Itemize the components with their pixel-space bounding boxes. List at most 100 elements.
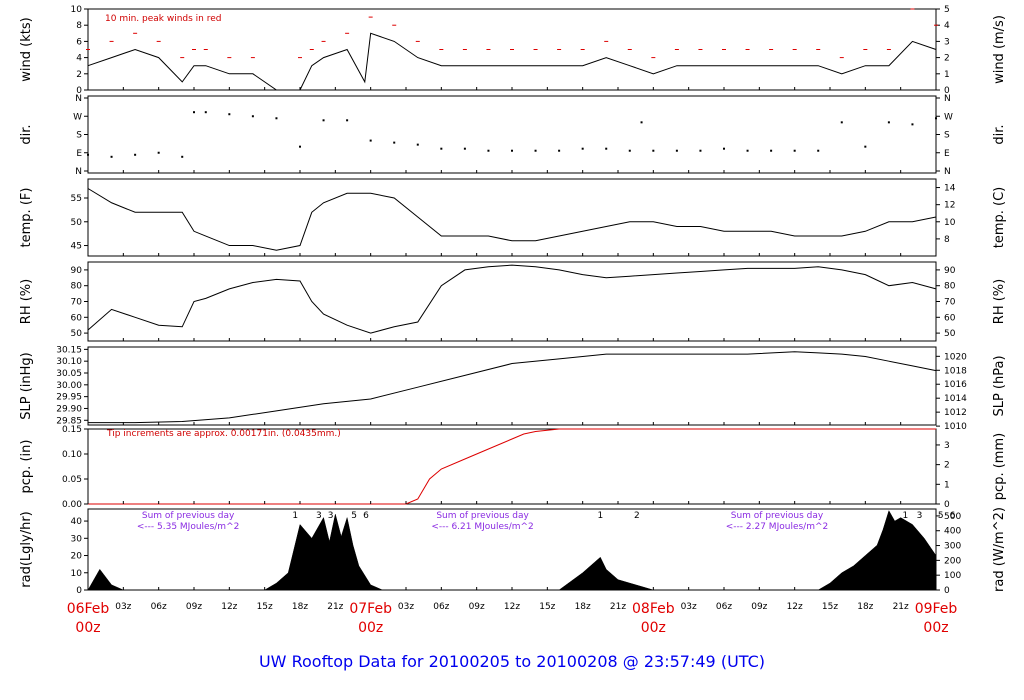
ytick-right-label-pcp: 3 xyxy=(944,441,950,451)
ytick-right-label-temp: 10 xyxy=(944,218,956,228)
dir-point xyxy=(911,123,914,126)
ytick-label-wind: 8 xyxy=(76,21,82,31)
ytick-right-label-pcp: 0 xyxy=(944,500,950,510)
dir-point xyxy=(487,149,490,152)
dir-point xyxy=(346,119,349,122)
dir-point xyxy=(746,149,749,152)
ytick-right-label-dir: N xyxy=(944,167,951,177)
dir-point xyxy=(110,155,113,158)
ytick-label-rad: 10 xyxy=(71,569,83,579)
time-minor-label: 15z xyxy=(539,602,555,612)
dir-point xyxy=(581,147,584,150)
chart-title: UW Rooftop Data for 20100205 to 20100208… xyxy=(259,652,765,671)
dir-point xyxy=(369,139,372,142)
ytick-right-label-slp: 1018 xyxy=(944,366,967,376)
ytick-right-label-wind: 0 xyxy=(944,86,950,96)
time-minor-label: 03z xyxy=(115,602,131,612)
rad-day-mark: 3 xyxy=(917,511,923,521)
time-minor-label: 09z xyxy=(469,602,485,612)
ytick-label-pcp: 0.05 xyxy=(62,475,82,485)
ytick-right-label-temp: 8 xyxy=(944,235,950,245)
ylabel-temp: temp. (F) xyxy=(19,188,34,248)
ytick-label-rh: 50 xyxy=(71,329,83,339)
annotation-pcp: Tip increments are approx. 0.00171in. (0… xyxy=(106,429,341,439)
ytick-right-label-wind: 2 xyxy=(944,54,950,64)
ytick-right-label-rad: 300 xyxy=(944,542,961,552)
time-minor-label: 18z xyxy=(575,602,591,612)
ylabel-wind: wind (kts) xyxy=(19,17,34,81)
panel-frame-rh xyxy=(87,261,937,342)
dir-point xyxy=(157,151,160,154)
dir-point xyxy=(675,149,678,152)
ytick-right-label-rad: 200 xyxy=(944,556,961,566)
ytick-right-label-rh: 80 xyxy=(944,282,956,292)
rad-day-mark: 3 xyxy=(328,511,334,521)
rad-day-mark: 3 xyxy=(316,511,322,521)
dir-point xyxy=(416,143,419,146)
dir-point xyxy=(228,113,231,116)
ytick-right-label-temp: 12 xyxy=(944,201,955,211)
ytick-label-rh: 70 xyxy=(71,298,83,308)
ytick-label-slp: 29.85 xyxy=(56,416,82,426)
ylabel-right-rad: rad (W/m^2) xyxy=(992,507,1007,592)
ytick-label-pcp: 0.00 xyxy=(62,500,82,510)
panel-frame-slp xyxy=(87,346,937,426)
rad-day-mark: 1 xyxy=(597,511,603,521)
dir-point xyxy=(534,149,537,152)
dir-point xyxy=(817,149,820,152)
panel-frame-dir xyxy=(87,95,937,174)
ytick-right-label-rh: 90 xyxy=(944,266,956,276)
dir-point xyxy=(558,149,561,152)
series-line-slp xyxy=(88,351,937,424)
annotation-wind: 10 min. peak winds in red xyxy=(105,14,222,24)
ytick-label-slp: 30.05 xyxy=(56,369,82,379)
time-minor-label: 12z xyxy=(504,602,520,612)
time-minor-label: 21z xyxy=(327,602,343,612)
time-minor-label: 09z xyxy=(751,602,767,612)
ytick-label-temp: 50 xyxy=(71,218,83,228)
day-sum-line2: <--- 5.35 MJoules/m^2 xyxy=(137,522,239,532)
ytick-label-dir: S xyxy=(76,131,82,141)
time-minor-label: 21z xyxy=(610,602,626,612)
ytick-label-slp: 30.10 xyxy=(56,357,82,367)
panel-pcp: pcp. (in) pcp. (mm) 0.00 0.05 0.10 0.15 0 1 2 3 Ti… xyxy=(19,425,1007,510)
dir-point xyxy=(440,147,443,150)
dir-point xyxy=(193,111,195,114)
ytick-label-dir: N xyxy=(75,167,82,177)
dir-point xyxy=(275,117,278,120)
dir-point xyxy=(840,121,843,124)
ytick-label-dir: W xyxy=(73,112,82,122)
dir-point xyxy=(181,155,184,158)
ytick-label-wind: 0 xyxy=(76,86,82,96)
ylabel-right-pcp: pcp. (mm) xyxy=(992,433,1007,500)
rad-day-mark: 1 xyxy=(903,511,909,521)
time-minor-label: 18z xyxy=(292,602,308,612)
time-minor-label: 12z xyxy=(221,602,237,612)
series-line-wind xyxy=(87,32,937,91)
ytick-right-label-slp: 1010 xyxy=(944,422,967,432)
time-minor-label: 21z xyxy=(893,602,909,612)
ylabel-right-slp: SLP (hPa) xyxy=(992,355,1007,416)
ytick-label-pcp: 0.15 xyxy=(62,425,82,435)
time-major-hour: 00z xyxy=(923,620,948,636)
ytick-right-label-pcp: 2 xyxy=(944,461,950,471)
time-minor-label: 09z xyxy=(186,602,202,612)
ylabel-right-wind: wind (m/s) xyxy=(992,15,1007,84)
rad-day-mark: 6 xyxy=(950,511,956,521)
rad-day-mark: 1 xyxy=(292,511,298,521)
rad-day-mark: 5 xyxy=(938,511,944,521)
dir-point xyxy=(511,149,513,152)
time-minor-label: 06z xyxy=(151,602,167,612)
panel-frame-pcp xyxy=(87,428,937,505)
ytick-right-label-slp: 1012 xyxy=(944,408,967,418)
time-minor-label: 03z xyxy=(681,602,697,612)
panel-rh: RH (%) RH (%) 50 60 70 80 90 50 60 70 80 90 xyxy=(19,261,1007,342)
ytick-label-rad: 30 xyxy=(71,534,83,544)
ytick-right-label-temp: 14 xyxy=(944,184,956,194)
dir-point xyxy=(935,117,937,120)
day-sum-line1: Sum of previous day xyxy=(731,511,824,521)
dir-point xyxy=(134,153,137,156)
ytick-label-rh: 80 xyxy=(71,282,83,292)
